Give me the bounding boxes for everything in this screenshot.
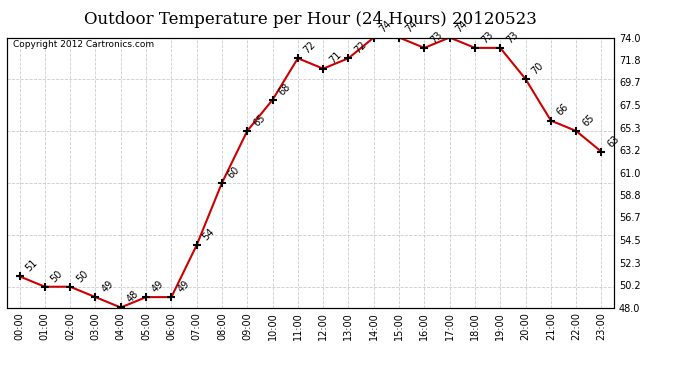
Text: 74: 74 [454, 19, 470, 35]
Text: 48: 48 [125, 289, 141, 305]
Text: 49: 49 [99, 279, 115, 294]
Text: 63: 63 [606, 133, 622, 149]
Text: 51: 51 [23, 258, 39, 274]
Text: 50: 50 [49, 268, 65, 284]
Text: 66: 66 [555, 102, 571, 118]
Text: 49: 49 [175, 279, 191, 294]
Text: Outdoor Temperature per Hour (24 Hours) 20120523: Outdoor Temperature per Hour (24 Hours) … [84, 11, 537, 28]
Text: 60: 60 [226, 164, 242, 180]
Text: 73: 73 [479, 29, 495, 45]
Text: 70: 70 [530, 60, 546, 76]
Text: 68: 68 [277, 81, 293, 97]
Text: 50: 50 [75, 268, 90, 284]
Text: 73: 73 [504, 29, 520, 45]
Text: 72: 72 [302, 40, 318, 56]
Text: Copyright 2012 Cartronics.com: Copyright 2012 Cartronics.com [13, 40, 154, 49]
Text: 49: 49 [150, 279, 166, 294]
Text: 54: 54 [201, 226, 217, 242]
Text: 65: 65 [580, 112, 596, 128]
Text: 71: 71 [327, 50, 343, 66]
Text: 73: 73 [428, 29, 444, 45]
Text: 65: 65 [251, 112, 267, 128]
Text: 74: 74 [403, 19, 419, 35]
Text: 72: 72 [353, 40, 368, 56]
Text: 74: 74 [378, 19, 394, 35]
